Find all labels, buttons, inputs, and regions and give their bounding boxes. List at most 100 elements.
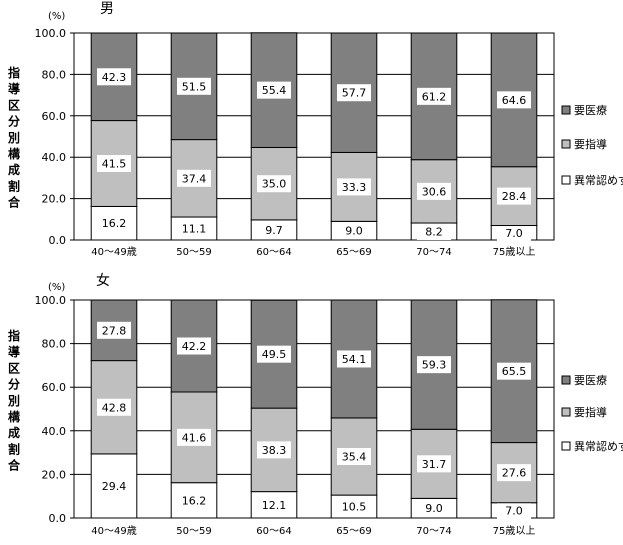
y-axis-label-char: 導 bbox=[8, 81, 20, 96]
data-label-box bbox=[177, 220, 211, 238]
x-tick-label: 40～49歳 bbox=[91, 525, 136, 537]
legend-label: 要医療 bbox=[574, 373, 607, 387]
data-label-box bbox=[177, 77, 211, 95]
data-label: 38.3 bbox=[262, 444, 287, 457]
data-label: 51.5 bbox=[182, 80, 207, 93]
data-label: 49.5 bbox=[262, 348, 287, 361]
data-label-box bbox=[497, 91, 531, 109]
data-label: 65.5 bbox=[502, 365, 527, 378]
legend-swatch bbox=[561, 441, 571, 451]
data-label: 37.4 bbox=[182, 172, 207, 185]
x-tick-label: 65～69 bbox=[336, 526, 371, 537]
y-axis-label-char: 合 bbox=[8, 195, 21, 210]
y-tick-label: 100.0 bbox=[35, 27, 67, 40]
data-label-box bbox=[337, 222, 371, 240]
y-tick-label: 0.0 bbox=[49, 512, 67, 525]
data-label: 28.4 bbox=[502, 190, 527, 203]
x-tick-label: 70～74 bbox=[416, 247, 451, 258]
data-label: 54.1 bbox=[342, 353, 367, 366]
data-label-box bbox=[337, 350, 371, 368]
data-label-box bbox=[257, 81, 291, 99]
data-label-box bbox=[337, 84, 371, 102]
y-tick-label: 80.0 bbox=[42, 68, 67, 81]
data-label-box bbox=[497, 224, 531, 242]
data-label: 31.7 bbox=[422, 458, 447, 471]
y-tick-label: 40.0 bbox=[42, 425, 67, 438]
y-tick-label: 80.0 bbox=[42, 338, 67, 351]
data-label: 29.4 bbox=[102, 480, 127, 493]
chart-title: 男 bbox=[100, 1, 114, 17]
data-label-box bbox=[417, 182, 451, 200]
data-label: 35.4 bbox=[342, 451, 367, 464]
data-label: 16.2 bbox=[182, 494, 207, 507]
x-tick-label: 75歳以上 bbox=[493, 246, 536, 258]
legend-swatch bbox=[561, 175, 571, 185]
x-tick-label: 60～64 bbox=[256, 247, 291, 258]
chart-male: 男 (%) 指導区分別構成割合 0.0 20.0 40.0 60.0 80.0 100.0 16.… bbox=[7, 1, 623, 258]
chart-title: 女 bbox=[96, 272, 110, 289]
y-axis-label-char: 成 bbox=[8, 162, 20, 177]
data-label: 41.6 bbox=[182, 431, 207, 444]
y-axis-label-char: 構 bbox=[8, 409, 20, 424]
data-label: 42.8 bbox=[102, 401, 127, 414]
y-tick-label: 60.0 bbox=[42, 381, 67, 394]
data-label-box bbox=[257, 441, 291, 459]
data-label: 30.6 bbox=[422, 185, 447, 198]
data-label-box bbox=[417, 499, 451, 517]
data-label: 10.5 bbox=[342, 501, 367, 514]
y-axis-label-char: 導 bbox=[8, 344, 20, 359]
data-label: 27.8 bbox=[102, 324, 127, 337]
data-label: 9.0 bbox=[345, 225, 363, 238]
data-label: 64.6 bbox=[502, 94, 527, 107]
y-axis-label-char: 成 bbox=[8, 425, 20, 440]
data-label-box bbox=[417, 87, 451, 105]
legend-label: 要医療 bbox=[574, 103, 607, 117]
unit-label: (%) bbox=[48, 11, 65, 22]
plot-area bbox=[73, 32, 555, 241]
y-axis-label-char: 合 bbox=[8, 458, 21, 473]
data-label-box bbox=[257, 345, 291, 363]
data-label-box bbox=[97, 477, 131, 495]
data-label-box bbox=[177, 491, 211, 509]
y-axis-label-char: 割 bbox=[8, 178, 20, 193]
data-label: 42.2 bbox=[182, 340, 207, 353]
data-label: 35.0 bbox=[262, 178, 287, 191]
y-axis-label-char: 分 bbox=[8, 377, 20, 392]
legend-label: 要指導 bbox=[574, 137, 607, 151]
y-axis-label-char: 指 bbox=[8, 328, 20, 343]
data-label: 9.7 bbox=[265, 224, 283, 237]
data-label: 33.3 bbox=[342, 181, 367, 194]
legend-label: 異常認めず bbox=[574, 173, 623, 187]
y-axis-label-char: 別 bbox=[7, 131, 20, 145]
legend-label: 異常認めず bbox=[574, 439, 623, 453]
data-label: 7.0 bbox=[505, 504, 523, 517]
data-label: 16.2 bbox=[102, 217, 127, 230]
data-label-box bbox=[177, 428, 211, 446]
y-axis-label-char: 指 bbox=[8, 65, 20, 80]
data-label-box bbox=[337, 178, 371, 196]
x-tick-label: 50～59 bbox=[176, 526, 211, 537]
legend-swatch bbox=[561, 407, 571, 417]
data-label: 59.3 bbox=[422, 359, 447, 372]
x-tick-label: 75歳以上 bbox=[493, 525, 536, 537]
y-axis-label-char: 区 bbox=[8, 361, 20, 375]
data-label: 42.3 bbox=[102, 71, 127, 84]
data-label-box bbox=[97, 68, 131, 86]
data-label-box bbox=[97, 321, 131, 339]
data-label: 7.0 bbox=[505, 227, 523, 240]
y-axis-label-char: 区 bbox=[8, 98, 20, 112]
legend-swatch bbox=[561, 139, 571, 149]
y-axis-label-char: 割 bbox=[8, 441, 20, 456]
data-label: 9.0 bbox=[425, 502, 443, 515]
y-axis-label: 指導区分別構成割合 bbox=[7, 65, 21, 210]
data-label-box bbox=[417, 223, 451, 241]
x-tick-label: 50～59 bbox=[176, 247, 211, 258]
data-label: 27.6 bbox=[502, 467, 527, 480]
x-tick-label: 65～69 bbox=[336, 247, 371, 258]
y-tick-label: 100.0 bbox=[35, 294, 67, 307]
data-label-box bbox=[497, 464, 531, 482]
y-axis-label: 指導区分別構成割合 bbox=[7, 328, 21, 473]
y-tick-label: 0.0 bbox=[49, 234, 67, 247]
data-label: 8.2 bbox=[425, 226, 443, 239]
